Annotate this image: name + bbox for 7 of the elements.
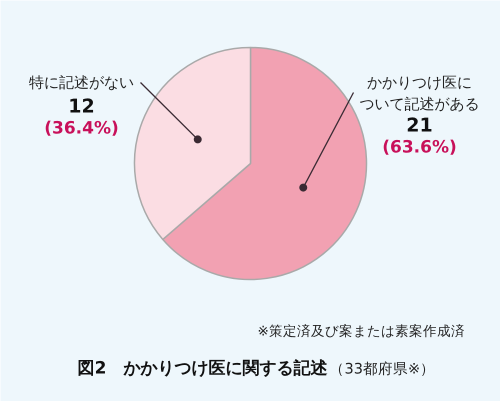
text: （33都府県※） [330, 360, 436, 378]
text: 図2 かかりつけ医に関する記述 [78, 358, 328, 378]
slice-label: 特に記述がない [29, 74, 134, 92]
text: ※策定済及び案または素案作成済 [258, 322, 465, 340]
slice-label: かかりつけ医について記述がある [360, 74, 480, 114]
data-label: 12 (36.4%) [44, 96, 119, 138]
data-label: 21 (63.6%) [382, 114, 457, 158]
